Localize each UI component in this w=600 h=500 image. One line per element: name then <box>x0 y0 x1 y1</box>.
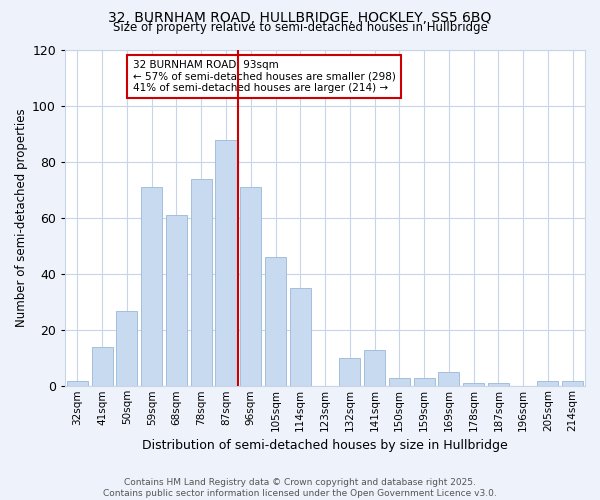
Bar <box>463 384 484 386</box>
Y-axis label: Number of semi-detached properties: Number of semi-detached properties <box>15 109 28 328</box>
Bar <box>488 384 509 386</box>
Bar <box>389 378 410 386</box>
Bar <box>116 310 137 386</box>
Bar <box>562 380 583 386</box>
Bar <box>339 358 361 386</box>
Bar <box>166 216 187 386</box>
X-axis label: Distribution of semi-detached houses by size in Hullbridge: Distribution of semi-detached houses by … <box>142 440 508 452</box>
Bar <box>240 188 261 386</box>
Text: Size of property relative to semi-detached houses in Hullbridge: Size of property relative to semi-detach… <box>113 22 487 35</box>
Bar <box>265 258 286 386</box>
Bar <box>141 188 162 386</box>
Bar <box>215 140 236 386</box>
Bar <box>538 380 559 386</box>
Bar <box>67 380 88 386</box>
Bar <box>364 350 385 387</box>
Bar <box>191 179 212 386</box>
Text: Contains HM Land Registry data © Crown copyright and database right 2025.
Contai: Contains HM Land Registry data © Crown c… <box>103 478 497 498</box>
Bar <box>413 378 434 386</box>
Text: 32, BURNHAM ROAD, HULLBRIDGE, HOCKLEY, SS5 6BQ: 32, BURNHAM ROAD, HULLBRIDGE, HOCKLEY, S… <box>109 11 491 25</box>
Bar <box>439 372 460 386</box>
Text: 32 BURNHAM ROAD: 93sqm
← 57% of semi-detached houses are smaller (298)
41% of se: 32 BURNHAM ROAD: 93sqm ← 57% of semi-det… <box>133 60 395 94</box>
Bar <box>92 347 113 387</box>
Bar <box>290 288 311 386</box>
